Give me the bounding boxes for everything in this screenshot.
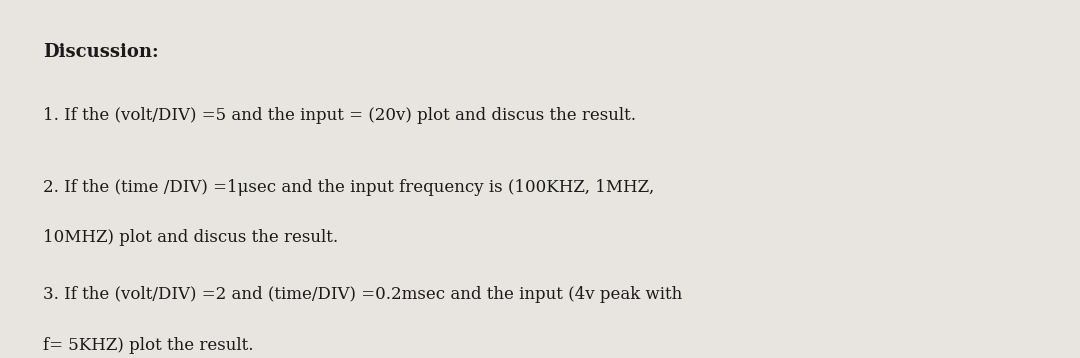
Text: Discussion:: Discussion: — [43, 43, 159, 61]
Text: f= 5KHZ) plot the result.: f= 5KHZ) plot the result. — [43, 337, 254, 353]
Text: 2. If the (time /DIV) =1μsec and the input frequency is (100KHZ, 1MHZ,: 2. If the (time /DIV) =1μsec and the inp… — [43, 179, 654, 196]
Text: 3. If the (volt/DIV) =2 and (time/DIV) =0.2msec and the input (4v peak with: 3. If the (volt/DIV) =2 and (time/DIV) =… — [43, 286, 683, 303]
Text: 1. If the (volt/DIV) =5 and the input = (20v) plot and discus the result.: 1. If the (volt/DIV) =5 and the input = … — [43, 107, 636, 124]
Text: 10MHZ) plot and discus the result.: 10MHZ) plot and discus the result. — [43, 229, 338, 246]
